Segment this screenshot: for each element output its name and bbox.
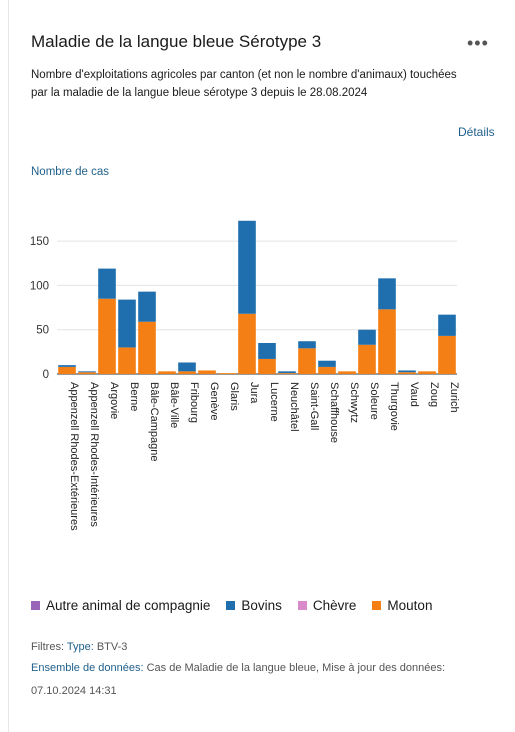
y-tick-label: 100 — [30, 280, 49, 292]
legend-item[interactable]: Chèvre — [297, 598, 357, 613]
x-tick-label: Bâle-Ville — [168, 382, 180, 428]
bar-segment[interactable] — [118, 347, 136, 374]
x-tick-label: Zurich — [448, 382, 460, 413]
bar-segment[interactable] — [98, 298, 116, 374]
bar-segment[interactable] — [378, 278, 396, 310]
bar-segment[interactable] — [358, 344, 376, 374]
x-tick-label: Lucerne — [268, 382, 280, 422]
dataset-label[interactable]: Ensemble de données: — [31, 662, 144, 674]
legend-swatch — [226, 601, 236, 610]
dataset-line: Ensemble de données: Cas de Maladie de l… — [31, 662, 445, 674]
y-tick-label: 50 — [36, 325, 49, 337]
y-tick-label: 0 — [43, 369, 49, 381]
x-tick-label: Glaris — [228, 382, 240, 411]
x-tick-label: Soleure — [368, 382, 380, 420]
bar-segment[interactable] — [138, 291, 156, 322]
filters-line: Filtres: Type: BTV-3 — [31, 641, 127, 653]
y-axis-label: Nombre de cas — [31, 166, 109, 178]
x-tick-label: Neuchâtel — [288, 382, 300, 432]
x-tick-label: Schaffhouse — [328, 382, 340, 443]
bar-segment[interactable] — [398, 372, 416, 374]
legend-swatch — [31, 601, 40, 610]
bar-segment[interactable] — [258, 343, 276, 359]
bar-segment[interactable] — [78, 372, 96, 374]
x-tick-label: Saint-Gall — [308, 382, 320, 430]
legend-item[interactable]: Autre animal de compagnie — [31, 598, 210, 613]
x-tick-label: Bâle-Campagne — [148, 382, 160, 462]
legend-swatch — [372, 601, 382, 610]
bar-segment[interactable] — [278, 371, 296, 374]
bar-segment[interactable] — [338, 371, 356, 374]
x-tick-label: Thurgovie — [388, 382, 400, 431]
legend-swatch — [297, 601, 307, 610]
filters-label: Filtres: — [31, 641, 64, 653]
x-tick-label: Appenzell Rhodes-Intérieures — [88, 382, 100, 527]
type-filter-value: BTV-3 — [96, 641, 128, 653]
bar-segment[interactable] — [378, 309, 396, 374]
legend-label: Chèvre — [312, 598, 357, 613]
legend-item[interactable]: Bovins — [226, 598, 282, 613]
bar-segment[interactable] — [198, 370, 216, 374]
bar-segment[interactable] — [58, 365, 76, 367]
bar-segment[interactable] — [298, 348, 316, 374]
x-tick-label: Appenzell Rhodes-Extérieures — [68, 382, 80, 531]
legend-item[interactable]: Mouton — [372, 598, 432, 613]
bar-segment[interactable] — [298, 341, 316, 349]
legend-label: Bovins — [241, 598, 282, 613]
bar-segment[interactable] — [318, 366, 336, 374]
legend-label: Autre animal de compagnie — [46, 598, 211, 613]
bar-segment[interactable] — [258, 358, 276, 374]
bar-segment[interactable] — [58, 366, 76, 374]
bar-segment[interactable] — [98, 268, 116, 299]
details-link[interactable]: Détails — [458, 125, 495, 139]
x-tick-label: Argovie — [108, 382, 120, 419]
x-tick-label: Fribourg — [188, 382, 200, 423]
chart-subtitle: Nombre d'exploitations agricoles par can… — [31, 69, 457, 99]
bar-segment[interactable] — [158, 371, 176, 374]
bar-chart: 0 50 100 150 Appenzell Rhodes-Extérieures Ap… — [30, 220, 460, 531]
y-tick-label: 150 — [30, 236, 49, 248]
bar-segment[interactable] — [178, 362, 196, 372]
bar-segment[interactable] — [78, 371, 96, 373]
bar-segment[interactable] — [438, 314, 456, 336]
bar-segment[interactable] — [138, 321, 156, 374]
bar-segment[interactable] — [178, 371, 196, 374]
legend-label: Mouton — [387, 598, 433, 613]
x-tick-label: Zoug — [428, 382, 440, 407]
x-tick-label: Vaud — [408, 382, 420, 407]
bar-segment[interactable] — [238, 220, 256, 314]
bar-segment[interactable] — [358, 329, 376, 345]
more-options-icon[interactable]: ••• — [467, 33, 489, 53]
bar-segment[interactable] — [398, 370, 416, 373]
x-tick-label: Genève — [208, 382, 220, 421]
dataset-value: Cas de Maladie de la langue bleue, Mise … — [146, 662, 446, 674]
bar-segment[interactable] — [118, 299, 136, 348]
chart-title: Maladie de la langue bleue Sérotype 3 — [31, 32, 322, 51]
bar-segment[interactable] — [418, 371, 436, 374]
chart-card: Maladie de la langue bleue Sérotype 3 ••… — [8, 0, 515, 732]
bar-segment[interactable] — [318, 360, 336, 367]
bar-segment[interactable] — [278, 373, 296, 374]
chart-legend: Autre animal de compagnie Bovins Chèvre Mou… — [31, 598, 432, 613]
x-tick-label: Berne — [128, 382, 140, 411]
x-tick-label: Schwytz — [348, 382, 360, 423]
bar-segment[interactable] — [438, 335, 456, 374]
update-date: 07.10.2024 14:31 — [31, 685, 117, 697]
bar-segment[interactable] — [218, 373, 236, 374]
x-tick-label: Jura — [248, 382, 260, 404]
bar-segment[interactable] — [238, 313, 256, 374]
type-filter-label[interactable]: Type: — [66, 641, 94, 653]
